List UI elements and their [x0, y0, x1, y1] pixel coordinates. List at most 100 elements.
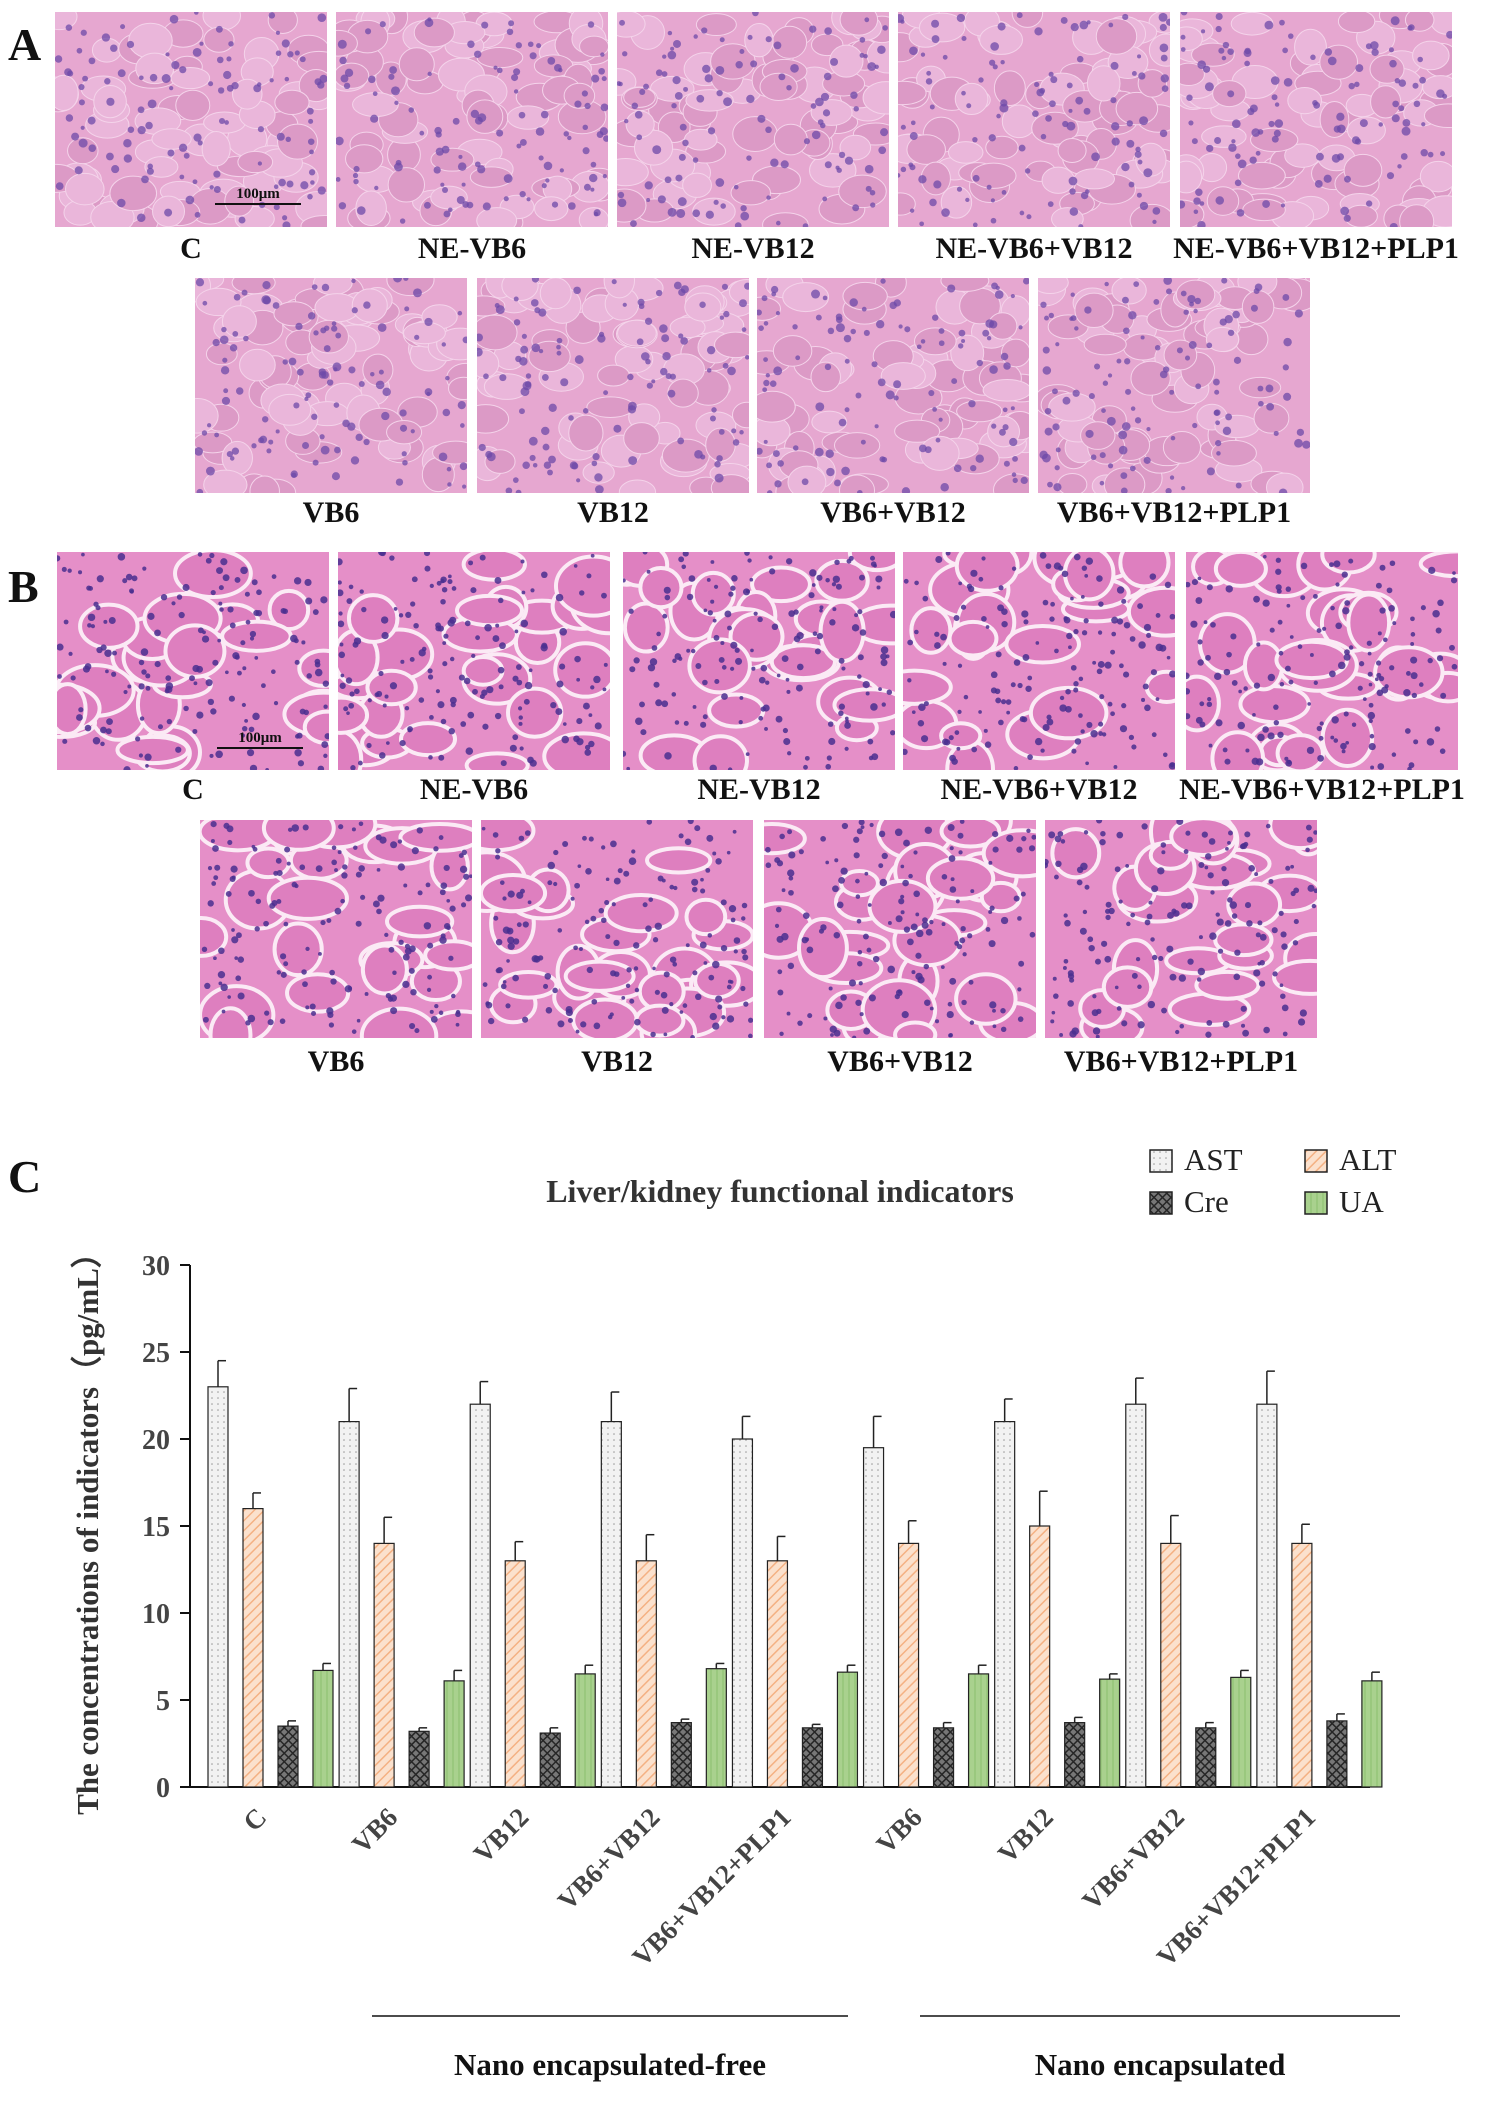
panel-a-caption-row2-0: VB6 [302, 496, 360, 529]
group-label: Nano encapsulated [1035, 2047, 1286, 2082]
x-tick-label: VB6 [871, 1802, 928, 1859]
liver-kidney-bar-chart: Liver/kidney functional indicators The co… [70, 1142, 1400, 2082]
bar-ua [1361, 1680, 1383, 1788]
panel-b-caption-row2-0: VB6 [307, 1045, 365, 1078]
panel-a-micrograph-row1-2 [617, 12, 889, 227]
panel-a-micrograph-row1-0 [55, 12, 327, 227]
x-tick-label: C [237, 1802, 272, 1837]
scale-bar-label: 100μm [238, 730, 282, 746]
y-tick-label: 0 [156, 1773, 170, 1804]
panel-b-micrograph-row1-4 [1186, 552, 1458, 770]
y-tick-label: 5 [156, 1686, 170, 1717]
x-tick-label: VB12 [992, 1802, 1059, 1869]
bar-cre [408, 1730, 430, 1788]
legend-swatch-ast [1149, 1149, 1173, 1173]
panel-b-micrograph-row2-0 [200, 820, 472, 1038]
legend-swatch-cre [1149, 1191, 1173, 1215]
panel-b-caption-row2-3: VB6+VB12+PLP1 [1063, 1045, 1299, 1078]
x-tick-label: VB6+VB12 [1076, 1802, 1190, 1916]
bar-ua [705, 1668, 727, 1788]
y-tick-label: 15 [142, 1512, 170, 1543]
bar-ua [1099, 1678, 1121, 1788]
panel-a-caption-row1-2: NE-VB12 [691, 232, 815, 265]
scale-bar-line [215, 203, 301, 205]
panel-a-caption-row2-2: VB6+VB12 [820, 496, 966, 529]
y-tick-label: 30 [142, 1251, 170, 1282]
panel-b-caption-row1-3: NE-VB6+VB12 [940, 773, 1138, 806]
panel-a-caption-row2-3: VB6+VB12+PLP1 [1056, 496, 1292, 529]
bar-cre [670, 1722, 692, 1788]
bar-ua [312, 1669, 334, 1788]
panel-b-micrograph-row1-0 [57, 552, 329, 770]
panel-b-scale-bar: 100μm [217, 730, 303, 749]
y-tick-label: 25 [142, 1338, 170, 1369]
scale-bar-line [217, 747, 303, 749]
panel-a-label: A [8, 19, 42, 70]
legend-label-ua: UA [1339, 1184, 1384, 1219]
bar-ua [443, 1680, 465, 1788]
scale-bar-label: 100μm [236, 186, 280, 202]
bar-ast [207, 1386, 229, 1788]
bar-ast [1256, 1403, 1278, 1788]
bar-alt [1291, 1542, 1313, 1788]
y-tick-label: 10 [142, 1599, 170, 1630]
bar-ast [600, 1421, 622, 1788]
bar-ast [731, 1438, 754, 1788]
x-tick-label: VB12 [468, 1802, 535, 1869]
panel-b-label: B [8, 561, 39, 612]
bar-ast [338, 1421, 360, 1788]
bar-alt [897, 1542, 920, 1788]
bar-cre [539, 1732, 561, 1788]
legend-swatch-alt [1304, 1149, 1328, 1173]
bar-ua [1230, 1676, 1252, 1788]
legend-label-cre: Cre [1184, 1184, 1229, 1219]
legend-swatch-ua [1304, 1191, 1328, 1215]
bar-ast [994, 1421, 1016, 1788]
panel-a-micrograph-row1-1 [336, 12, 608, 227]
panel-b-caption-row2-1: VB12 [581, 1045, 653, 1078]
legend-label-ast: AST [1184, 1142, 1243, 1177]
bar-ast [1125, 1403, 1147, 1788]
bar-cre [1064, 1722, 1086, 1788]
panel-b-micrograph-row2-1 [481, 820, 753, 1038]
panel-a-caption-row1-1: NE-VB6 [417, 232, 527, 265]
panel-b-micrograph-row1-3 [903, 552, 1175, 770]
panel-b-micrograph-row1-1 [338, 552, 610, 770]
panel-a-micrograph-row2-1 [477, 278, 749, 493]
panel-a-caption-row1-4: NE-VB6+VB12+PLP1 [1173, 232, 1459, 265]
bar-cre [801, 1727, 824, 1788]
panel-a-scale-bar: 100μm [215, 186, 301, 205]
legend-label-alt: ALT [1339, 1142, 1396, 1177]
panel-a-micrograph-row2-3 [1038, 278, 1310, 493]
panel-a-caption-row2-1: VB12 [577, 496, 649, 529]
panel-b-micrograph-row2-2 [764, 820, 1036, 1038]
bar-ua [836, 1671, 859, 1788]
bar-ast [862, 1447, 885, 1788]
y-axis-label: The concentrations of indicators（pg/mL） [70, 1237, 105, 1815]
group-label: Nano encapsulated-free [454, 2047, 766, 2082]
bar-alt [242, 1508, 264, 1788]
bar-alt [504, 1560, 526, 1788]
bar-alt [635, 1560, 657, 1788]
panel-a-micrograph-row1-4 [1180, 12, 1452, 227]
bar-ua [574, 1673, 596, 1788]
panel-a-caption-row1-0: C [180, 232, 202, 265]
panel-a-caption-row1-3: NE-VB6+VB12 [935, 232, 1133, 265]
chart-title: Liver/kidney functional indicators [546, 1173, 1014, 1209]
x-tick-label: VB6 [346, 1802, 403, 1859]
panel-b-caption-row1-1: NE-VB6 [419, 773, 529, 806]
panel-a-micrograph-row1-3 [898, 12, 1170, 227]
bar-cre [277, 1725, 299, 1788]
bar-alt [373, 1542, 395, 1788]
panel-b-caption-row1-2: NE-VB12 [697, 773, 821, 806]
x-tick-label: VB6+VB12 [552, 1802, 666, 1916]
panel-b-caption-row1-4: NE-VB6+VB12+PLP1 [1179, 773, 1465, 806]
panel-b-caption-row1-0: C [182, 773, 204, 806]
bar-cre [1326, 1720, 1348, 1788]
bar-alt [1029, 1525, 1051, 1788]
panel-a-micrograph-row2-2 [757, 278, 1029, 493]
panel-b-caption-row2-2: VB6+VB12 [827, 1045, 973, 1078]
bar-ua [967, 1673, 990, 1788]
bar-cre [1195, 1727, 1217, 1788]
bar-alt [766, 1560, 789, 1788]
